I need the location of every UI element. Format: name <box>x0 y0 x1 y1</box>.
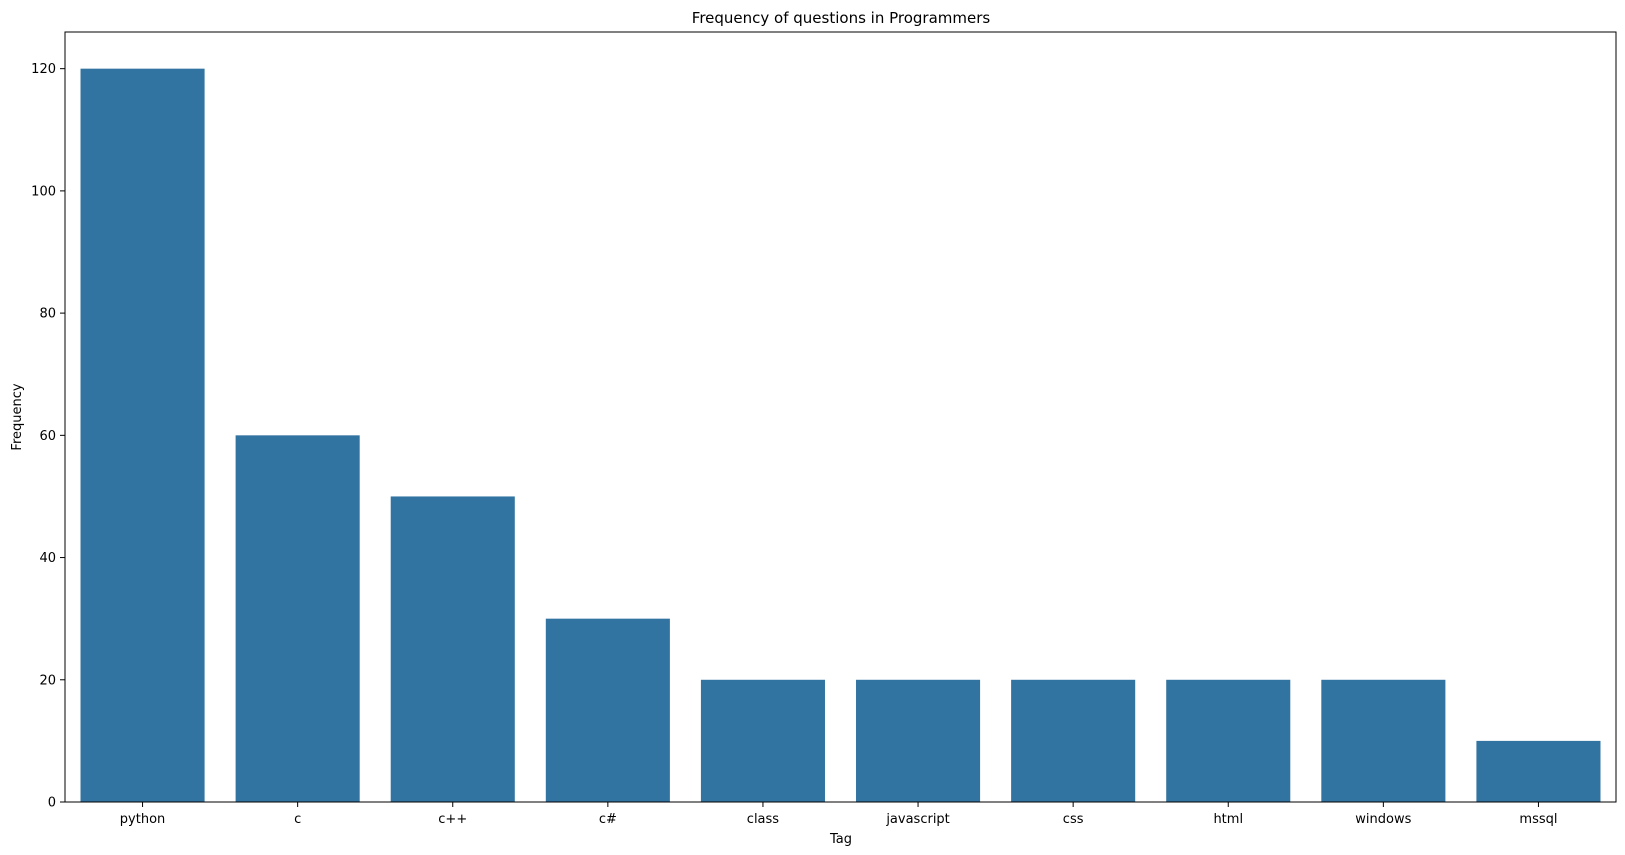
x-tick-label-python: python <box>120 812 165 827</box>
chart-title: Frequency of questions in Programmers <box>692 9 991 27</box>
x-tick-label-c++: c++ <box>438 812 467 827</box>
y-tick-label: 80 <box>39 307 56 322</box>
y-axis-ticks: 0 20 40 60 80 100 120 <box>31 62 65 811</box>
x-tick-label-windows: windows <box>1355 812 1411 827</box>
bar-class <box>700 679 825 802</box>
y-tick-label: 0 <box>48 796 56 811</box>
bar-css <box>1011 679 1136 802</box>
bar-javascript <box>856 679 981 802</box>
bar-mssql <box>1476 740 1601 802</box>
y-tick-label: 120 <box>31 62 56 77</box>
x-tick-label-c#: c# <box>599 812 617 827</box>
x-tick-label-css: css <box>1063 812 1084 827</box>
y-tick-label: 40 <box>39 551 56 566</box>
bar-c++ <box>390 496 515 802</box>
plot-frame <box>64 31 1617 803</box>
y-tick-label: 100 <box>31 184 56 199</box>
x-tick-label-mssql: mssql <box>1519 812 1557 827</box>
x-tick-label-html: html <box>1213 812 1243 827</box>
bar-html <box>1166 679 1291 802</box>
bar-windows <box>1321 679 1446 802</box>
y-axis-label: Frequency <box>10 383 25 450</box>
y-tick-label: 60 <box>39 429 56 444</box>
bar-c# <box>545 618 670 802</box>
x-tick-label-c: c <box>294 812 301 827</box>
bar-c <box>235 435 360 802</box>
x-axis-ticks: python c c++ c# class javascript css html window… <box>120 802 1557 827</box>
y-tick-label: 20 <box>39 673 56 688</box>
bars-group <box>80 68 1601 802</box>
bar-python <box>80 68 205 802</box>
x-tick-label-class: class <box>747 812 779 827</box>
x-axis-label: Tag <box>829 832 852 847</box>
x-tick-label-javascript: javascript <box>885 812 949 827</box>
